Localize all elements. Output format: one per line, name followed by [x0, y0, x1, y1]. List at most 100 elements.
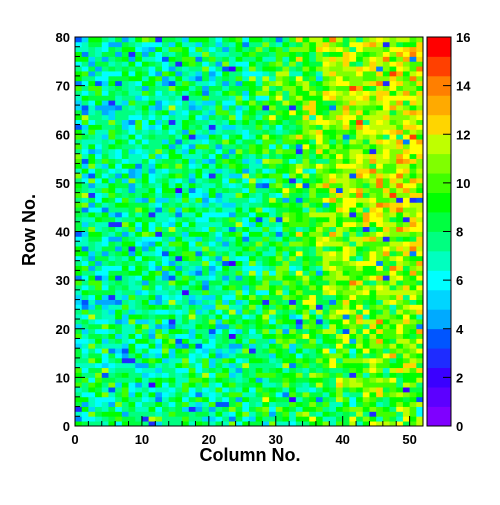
- heatmap-cell: [195, 109, 203, 116]
- heatmap-cell: [269, 387, 277, 393]
- heatmap-cell: [356, 362, 364, 369]
- heatmap-cell: [255, 124, 263, 130]
- heatmap-cell: [162, 173, 170, 179]
- heatmap-cell: [75, 90, 83, 96]
- heatmap-cell: [356, 270, 364, 276]
- heatmap-cell: [322, 197, 330, 203]
- heatmap-cell: [235, 197, 243, 203]
- heatmap-cell: [376, 294, 384, 300]
- heatmap-cell: [349, 328, 357, 335]
- heatmap-cell: [228, 250, 237, 257]
- heatmap-cell: [208, 134, 216, 140]
- heatmap-cell: [101, 61, 109, 67]
- heatmap-cell: [128, 139, 136, 145]
- heatmap-cell: [396, 275, 404, 281]
- heatmap-cell: [315, 314, 324, 320]
- heatmap-cell: [302, 216, 310, 223]
- heatmap-cell: [148, 148, 156, 155]
- heatmap-cell: [302, 299, 310, 305]
- heatmap-cell: [182, 328, 190, 335]
- heatmap-cell: [329, 411, 337, 417]
- heatmap-cell: [309, 314, 317, 320]
- heatmap-cell: [182, 153, 190, 159]
- heatmap-cell: [329, 143, 337, 150]
- heatmap-cell: [168, 406, 176, 412]
- heatmap-cell: [148, 226, 156, 232]
- heatmap-cell: [396, 197, 404, 203]
- heatmap-cell: [162, 299, 170, 305]
- heatmap-cell: [81, 260, 89, 266]
- heatmap-cell: [242, 197, 250, 203]
- heatmap-cell: [409, 275, 417, 281]
- heatmap-cell: [188, 338, 196, 344]
- heatmap-cell: [315, 158, 324, 164]
- heatmap-cell: [255, 323, 263, 330]
- heatmap-cell: [135, 95, 143, 101]
- heatmap-cell: [329, 41, 337, 48]
- heatmap-cell: [322, 265, 330, 271]
- heatmap-cell: [389, 323, 397, 330]
- heatmap-cell: [329, 80, 337, 87]
- heatmap-cell: [228, 100, 237, 106]
- heatmap-cell: [249, 401, 257, 407]
- heatmap-cell: [302, 80, 310, 87]
- heatmap-cell: [188, 41, 196, 48]
- heatmap-cell: [295, 95, 303, 101]
- heatmap-cell: [235, 421, 243, 427]
- heatmap-cell: [302, 416, 310, 422]
- heatmap-cell: [95, 109, 103, 116]
- heatmap-cell: [81, 270, 89, 276]
- heatmap-cell: [215, 294, 223, 300]
- heatmap-cell: [409, 421, 417, 427]
- heatmap-cell: [162, 95, 170, 101]
- heatmap-cell: [315, 401, 324, 407]
- heatmap-cell: [108, 124, 116, 130]
- heatmap-cell: [155, 362, 163, 369]
- heatmap-cell: [168, 328, 176, 335]
- heatmap-cell: [81, 255, 89, 262]
- heatmap-cell: [275, 246, 283, 252]
- heatmap-cell: [101, 226, 109, 232]
- heatmap-cell: [182, 387, 190, 393]
- heatmap-cell: [255, 187, 263, 193]
- heatmap-cell: [282, 66, 290, 72]
- heatmap-cell: [128, 226, 136, 232]
- heatmap-cell: [135, 391, 143, 398]
- heatmap-cell: [362, 192, 370, 198]
- heatmap-cell: [222, 51, 230, 57]
- heatmap-cell: [376, 212, 384, 218]
- heatmap-cell: [141, 401, 150, 407]
- heatmap-cell: [115, 231, 123, 237]
- heatmap-cell: [141, 129, 150, 135]
- heatmap-cell: [81, 85, 89, 91]
- heatmap-cell: [208, 109, 216, 116]
- heatmap-cell: [128, 270, 136, 276]
- heatmap-cell: [262, 71, 270, 77]
- heatmap-cell: [95, 319, 103, 325]
- heatmap-cell: [409, 90, 417, 96]
- heatmap-cell: [135, 105, 143, 111]
- heatmap-cell: [168, 236, 176, 242]
- heatmap-cell: [302, 85, 310, 91]
- heatmap-cell: [362, 182, 370, 189]
- heatmap-cell: [382, 202, 390, 208]
- heatmap-cell: [175, 270, 183, 276]
- heatmap-cell: [115, 51, 123, 57]
- heatmap-cell: [356, 357, 364, 364]
- heatmap-cell: [315, 241, 324, 247]
- heatmap-cell: [162, 207, 170, 213]
- heatmap-cell: [282, 134, 290, 140]
- heatmap-cell: [322, 319, 330, 325]
- heatmap-cell: [369, 66, 377, 72]
- heatmap-cell: [155, 90, 163, 96]
- heatmap-cell: [128, 197, 136, 203]
- heatmap-cell: [336, 319, 344, 325]
- heatmap-cell: [108, 367, 116, 373]
- heatmap-cell: [188, 275, 196, 281]
- heatmap-cell: [282, 416, 290, 422]
- heatmap-cell: [269, 309, 277, 315]
- heatmap-cell: [168, 280, 176, 286]
- heatmap-cell: [101, 75, 109, 82]
- heatmap-cell: [342, 192, 350, 198]
- heatmap-cell: [235, 37, 243, 43]
